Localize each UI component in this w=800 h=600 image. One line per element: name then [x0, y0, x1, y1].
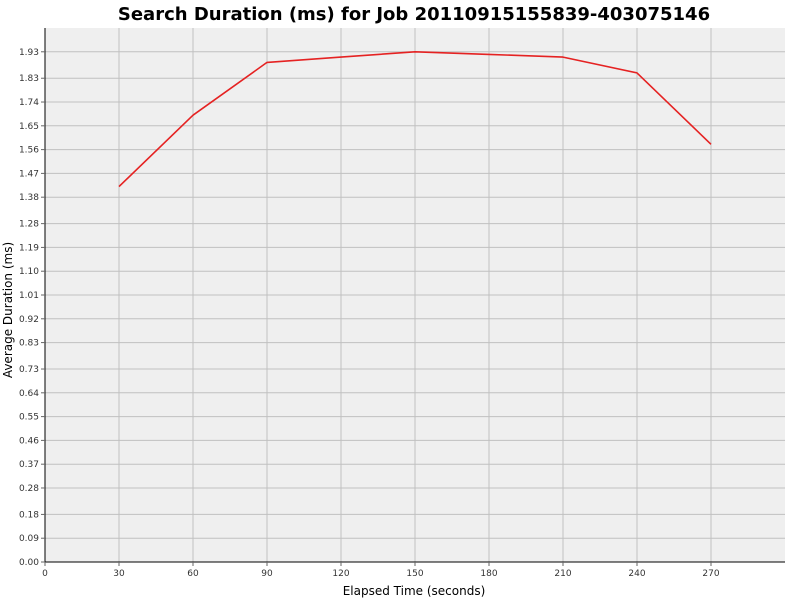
- y-tick-label: 1.83: [19, 74, 39, 84]
- x-axis-ticks: 0 30 60 90 120 150 180 210 240 270: [42, 562, 720, 579]
- y-tick-label: 1.38: [19, 193, 39, 203]
- x-tick-label: 210: [554, 569, 571, 579]
- y-tick-label: 0.92: [19, 315, 39, 325]
- y-axis-ticks: 0.00 0.09 0.18 0.28 0.37 0.46 0.55 0.64 0.73 0.83…: [19, 48, 45, 568]
- y-tick-label: 1.47: [19, 169, 39, 179]
- x-tick-label: 90: [261, 569, 273, 579]
- y-tick-label: 0.18: [19, 510, 39, 520]
- y-tick-label: 0.09: [19, 534, 39, 544]
- y-tick-label: 0.46: [19, 436, 39, 446]
- y-tick-label: 1.65: [19, 122, 39, 132]
- y-tick-label: 0.83: [19, 339, 39, 349]
- y-tick-label: 0.55: [19, 413, 39, 423]
- y-tick-label: 1.10: [19, 267, 39, 277]
- x-tick-label: 30: [113, 569, 125, 579]
- chart-title: Search Duration (ms) for Job 20110915155…: [118, 4, 710, 25]
- y-tick-label: 1.19: [19, 243, 39, 253]
- y-tick-label: 0.37: [19, 460, 39, 470]
- y-tick-label: 1.01: [19, 291, 39, 301]
- x-tick-label: 270: [702, 569, 719, 579]
- y-tick-label: 1.28: [19, 220, 39, 230]
- series-layer: [118, 50, 712, 188]
- y-tick-label: 1.93: [19, 48, 39, 58]
- y-tick-label: 0.28: [19, 484, 39, 494]
- x-axis-title: Elapsed Time (seconds): [343, 584, 486, 598]
- y-tick-label: 1.56: [19, 146, 39, 156]
- x-tick-label: 180: [480, 569, 497, 579]
- x-tick-label: 150: [406, 569, 423, 579]
- y-tick-label: 0.73: [19, 365, 39, 375]
- x-tick-label: 0: [42, 569, 48, 579]
- y-axis-title: Average Duration (ms): [1, 242, 15, 378]
- grid-lines: [45, 28, 785, 562]
- y-tick-label: 0.00: [19, 558, 39, 568]
- series-line: [118, 50, 712, 188]
- x-tick-label: 120: [332, 569, 349, 579]
- x-tick-label: 240: [628, 569, 645, 579]
- y-tick-label: 0.64: [19, 389, 39, 399]
- x-tick-label: 60: [187, 569, 199, 579]
- y-tick-label: 1.74: [19, 98, 39, 108]
